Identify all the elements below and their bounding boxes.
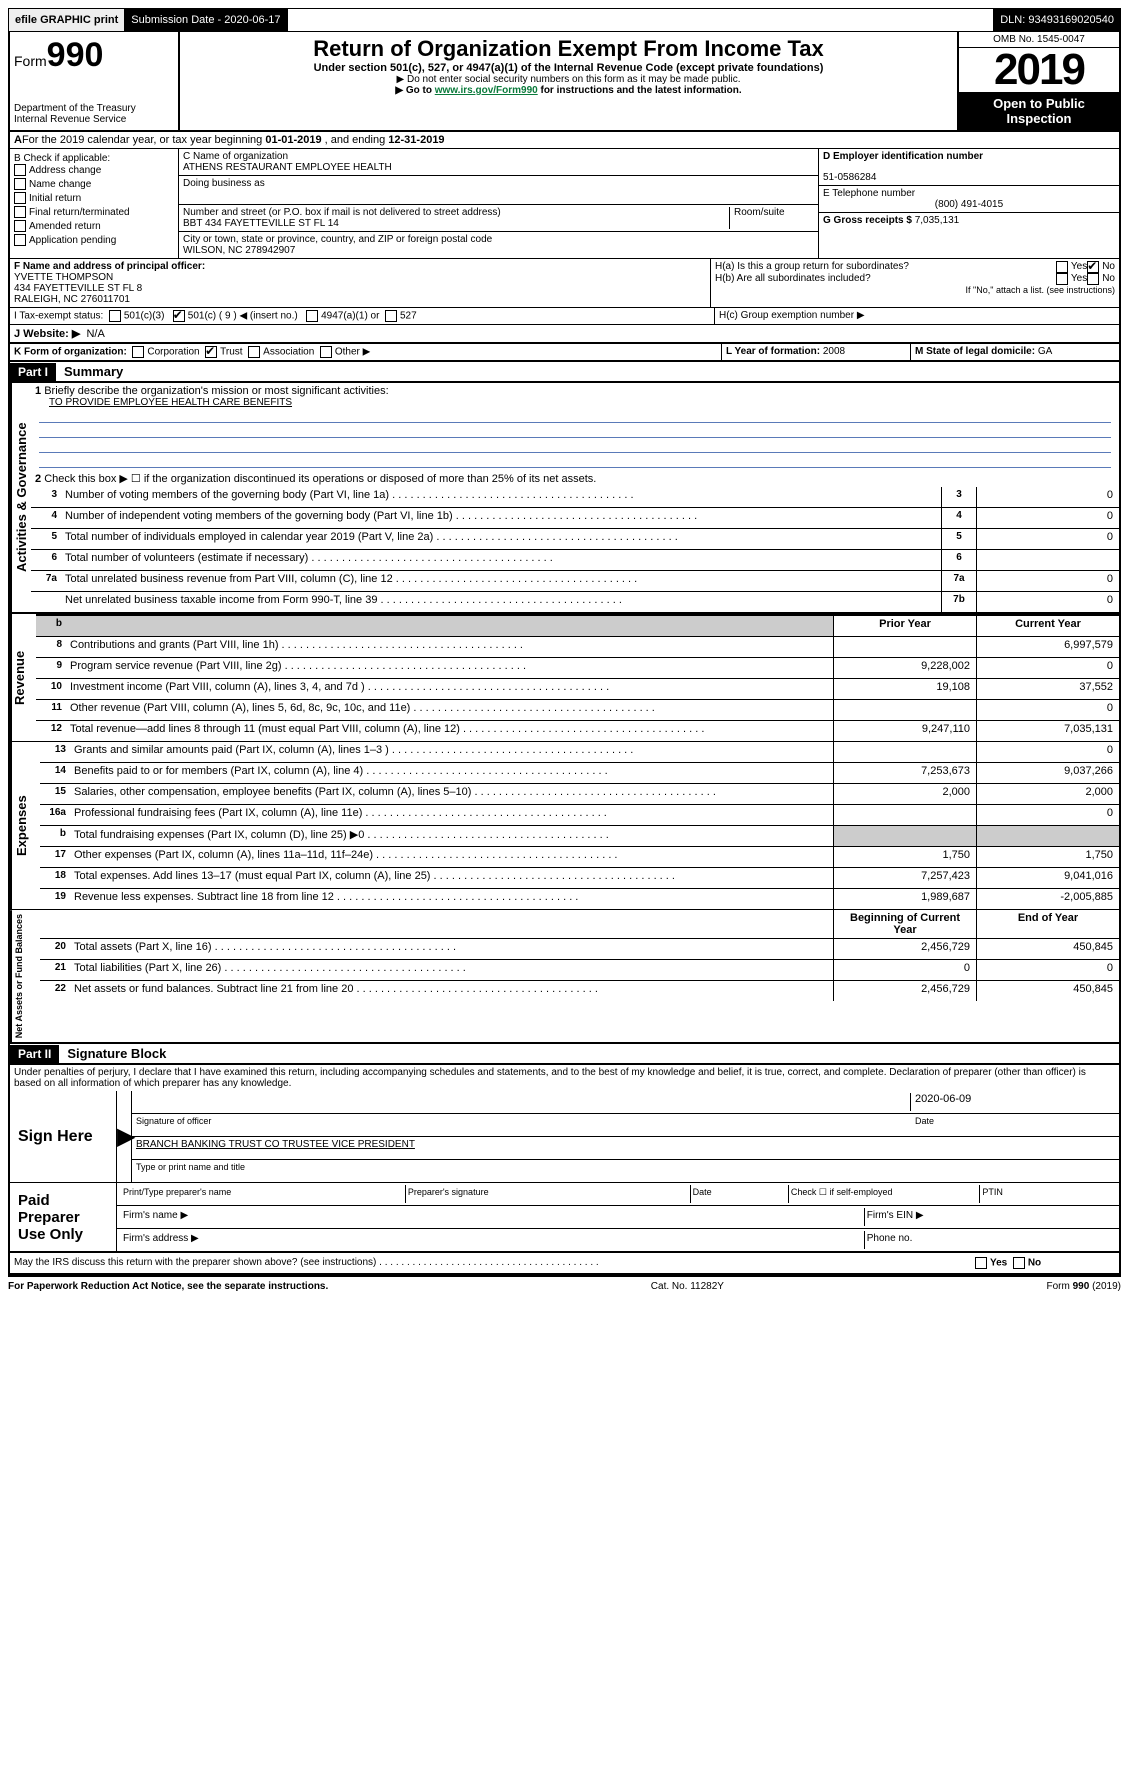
table-row: bTotal fundraising expenses (Part IX, co… bbox=[40, 826, 1119, 847]
table-row: 7aTotal unrelated business revenue from … bbox=[31, 571, 1119, 592]
klm-row: K Form of organization: Corporation Trus… bbox=[8, 344, 1121, 362]
side-label-activities: Activities & Governance bbox=[10, 383, 31, 612]
paid-preparer-label: Paid Preparer Use Only bbox=[10, 1183, 117, 1251]
efile-print[interactable]: efile GRAPHIC print bbox=[9, 9, 125, 31]
dba: Doing business as bbox=[179, 176, 818, 205]
table-row: 17Other expenses (Part IX, column (A), l… bbox=[40, 847, 1119, 868]
table-row: 15Salaries, other compensation, employee… bbox=[40, 784, 1119, 805]
part1-header: Part I Summary bbox=[8, 362, 1121, 383]
note-link: ▶ Go to www.irs.gov/Form990 for instruct… bbox=[184, 85, 953, 96]
table-row: Net unrelated business taxable income fr… bbox=[31, 592, 1119, 612]
city: City or town, state or province, country… bbox=[179, 232, 818, 258]
table-row: 20Total assets (Part X, line 16)2,456,72… bbox=[40, 939, 1119, 960]
table-row: 19Revenue less expenses. Subtract line 1… bbox=[40, 889, 1119, 909]
sign-here-label: Sign Here bbox=[10, 1091, 117, 1182]
subtitle: Under section 501(c), 527, or 4947(a)(1)… bbox=[184, 62, 953, 74]
footer: For Paperwork Reduction Act Notice, see … bbox=[8, 1275, 1121, 1296]
table-row: 10Investment income (Part VIII, column (… bbox=[36, 679, 1119, 700]
side-label-net: Net Assets or Fund Balances bbox=[10, 910, 40, 1042]
irs: Internal Revenue Service bbox=[14, 114, 174, 125]
table-row: 9Program service revenue (Part VIII, lin… bbox=[36, 658, 1119, 679]
table-row: 8Contributions and grants (Part VIII, li… bbox=[36, 637, 1119, 658]
table-row: 11Other revenue (Part VIII, column (A), … bbox=[36, 700, 1119, 721]
f-h-row: F Name and address of principal officer:… bbox=[8, 259, 1121, 308]
side-label-exp: Expenses bbox=[10, 742, 40, 909]
table-row: 6Total number of volunteers (estimate if… bbox=[31, 550, 1119, 571]
principal-officer: F Name and address of principal officer:… bbox=[10, 259, 711, 307]
table-row: 22Net assets or fund balances. Subtract … bbox=[40, 981, 1119, 1001]
table-row: 4Number of independent voting members of… bbox=[31, 508, 1119, 529]
website-row: J Website: ▶ N/A bbox=[8, 325, 1121, 344]
perjury-statement: Under penalties of perjury, I declare th… bbox=[8, 1065, 1121, 1091]
table-row: 14Benefits paid to or for members (Part … bbox=[40, 763, 1119, 784]
table-row: 12Total revenue—add lines 8 through 11 (… bbox=[36, 721, 1119, 741]
table-row: 13Grants and similar amounts paid (Part … bbox=[40, 742, 1119, 763]
table-row: 5Total number of individuals employed in… bbox=[31, 529, 1119, 550]
dept-treasury: Department of the Treasury bbox=[14, 103, 174, 114]
period-row: AFor the 2019 calendar year, or tax year… bbox=[8, 132, 1121, 149]
box-b: B Check if applicable: Address change Na… bbox=[10, 149, 179, 258]
page-title: Return of Organization Exempt From Incom… bbox=[184, 36, 953, 62]
box-h: H(a) Is this a group return for subordin… bbox=[711, 259, 1119, 307]
signature-block: Sign Here ▶ 2020-06-09 Signature of offi… bbox=[8, 1091, 1121, 1253]
org-name: C Name of organization ATHENS RESTAURANT… bbox=[179, 149, 818, 176]
col-headers-rev: Revenue b Prior Year Current Year 8Contr… bbox=[8, 614, 1121, 742]
form-header: Form990 Department of the Treasury Inter… bbox=[8, 32, 1121, 132]
tax-year: 2019 bbox=[959, 48, 1119, 92]
irs-link[interactable]: www.irs.gov/Form990 bbox=[435, 85, 538, 96]
discuss-row: May the IRS discuss this return with the… bbox=[8, 1253, 1121, 1275]
ein: D Employer identification number 51-0586… bbox=[819, 149, 1119, 186]
dln: DLN: 93493169020540 bbox=[993, 9, 1120, 31]
table-row: 16aProfessional fundraising fees (Part I… bbox=[40, 805, 1119, 826]
table-row: 21Total liabilities (Part X, line 26)00 bbox=[40, 960, 1119, 981]
side-label-rev: Revenue bbox=[10, 614, 36, 741]
gross-receipts: G Gross receipts $ 7,035,131 bbox=[819, 213, 1119, 228]
form-ref: Form 990 (2019) bbox=[1047, 1281, 1121, 1292]
activities-governance: Activities & Governance 1 Briefly descri… bbox=[8, 383, 1121, 614]
expenses-section: Expenses 13Grants and similar amounts pa… bbox=[8, 742, 1121, 910]
top-bar: efile GRAPHIC print Submission Date - 20… bbox=[8, 8, 1121, 32]
address: Number and street (or P.O. box if mail i… bbox=[179, 205, 818, 232]
public-inspection: Open to Public Inspection bbox=[959, 92, 1119, 130]
phone: E Telephone number (800) 491-4015 bbox=[819, 186, 1119, 213]
net-assets-section: Net Assets or Fund Balances Beginning of… bbox=[8, 910, 1121, 1044]
form-number: Form990 bbox=[14, 36, 174, 75]
part2-header: Part II Signature Block bbox=[8, 1044, 1121, 1065]
tax-exempt-row: I Tax-exempt status: 501(c)(3) 501(c) ( … bbox=[8, 308, 1121, 325]
table-row: 18Total expenses. Add lines 13–17 (must … bbox=[40, 868, 1119, 889]
header-grid: B Check if applicable: Address change Na… bbox=[8, 149, 1121, 259]
table-row: 3Number of voting members of the governi… bbox=[31, 487, 1119, 508]
submission-date: Submission Date - 2020-06-17 bbox=[125, 9, 287, 31]
note-ssn: ▶ Do not enter social security numbers o… bbox=[184, 74, 953, 85]
